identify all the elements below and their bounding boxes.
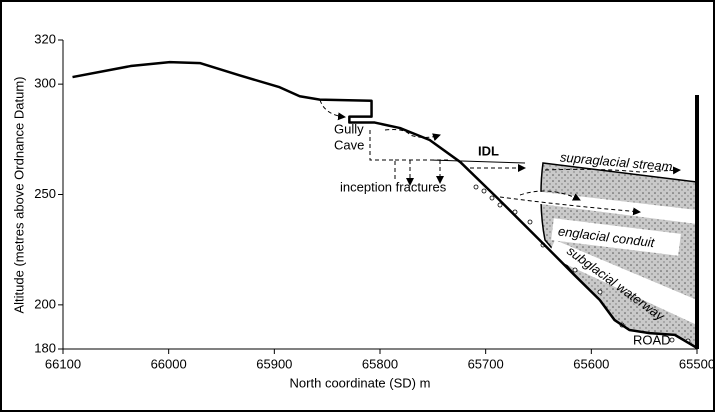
x-tick-label: 65700	[468, 356, 504, 371]
annotation: IDL	[478, 143, 499, 158]
annotation: ROAD	[633, 332, 671, 347]
y-tick-label: 250	[34, 186, 56, 201]
x-tick-label: 65600	[573, 356, 609, 371]
annotation: Gully	[334, 121, 364, 136]
x-tick-label: 66100	[45, 356, 81, 371]
x-axis-title: North coordinate (SD) m	[290, 375, 431, 390]
conduit-label-box	[551, 218, 681, 256]
y-axis-title: Altitude (metres above Ordnance Datum)	[11, 77, 26, 314]
x-tick-label: 65800	[362, 356, 398, 371]
x-tick-label: 65900	[256, 356, 292, 371]
subglacial-band	[548, 240, 697, 325]
annotation: inception fractures	[340, 179, 447, 194]
x-tick-label: 65500	[679, 356, 715, 371]
idl-line	[429, 159, 526, 164]
profile-line	[72, 60, 698, 349]
y-tick-label: 180	[34, 340, 56, 355]
x-tick-label: 66000	[151, 356, 187, 371]
annotation: Cave	[334, 137, 364, 152]
y-tick-label: 320	[34, 31, 56, 46]
flow-arrows	[319, 99, 681, 216]
boulders	[473, 184, 691, 344]
y-tick-label: 300	[34, 76, 56, 91]
englacial-conduit-band	[525, 190, 697, 224]
y-tick-label: 200	[34, 296, 56, 311]
